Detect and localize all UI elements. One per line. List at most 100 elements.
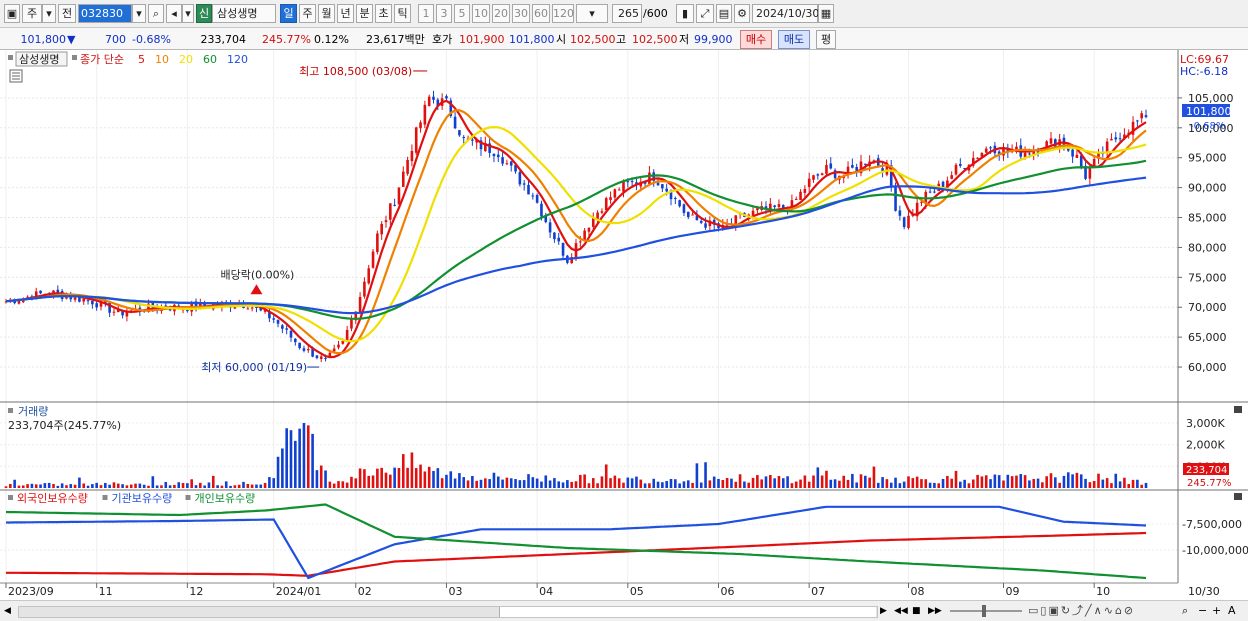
rewind-icon[interactable]: ◀◀	[894, 606, 908, 616]
count-dropdown[interactable]: ▾	[576, 4, 608, 23]
window-icon[interactable]: ▣	[4, 4, 20, 23]
volume-bar	[963, 479, 966, 488]
scroll-left-icon[interactable]: ◀	[4, 606, 11, 616]
scrollbar-thumb[interactable]	[499, 607, 876, 617]
stop-icon[interactable]: ■	[912, 606, 921, 616]
interval-tab-3[interactable]: 10	[472, 4, 490, 23]
eval-button[interactable]: 평	[816, 30, 836, 49]
candle	[959, 163, 962, 166]
zoom-slider-handle[interactable]	[982, 605, 986, 617]
dividend-marker-icon	[250, 284, 263, 295]
candle	[963, 168, 966, 170]
candle	[255, 307, 258, 309]
count-input[interactable]: 265	[612, 4, 642, 23]
volume-bar	[281, 448, 284, 488]
turnover-pct: 0.12%	[314, 33, 349, 46]
fast-forward-icon[interactable]: ▶▶	[928, 606, 942, 616]
volume-bar	[216, 485, 219, 488]
candle	[643, 181, 647, 184]
candle	[846, 166, 850, 175]
gear-icon[interactable]: ⚙	[734, 4, 750, 23]
chart-type-icon[interactable]: ▮	[676, 4, 694, 23]
period-tab-5[interactable]: 초	[375, 4, 392, 23]
interval-tab-7[interactable]: 120	[552, 4, 574, 23]
candle	[432, 96, 435, 100]
x-label-12: 10	[1096, 585, 1110, 598]
candle	[851, 165, 854, 168]
period-select[interactable]: 주	[22, 4, 42, 23]
holdings-panel-close-icon[interactable]	[1234, 493, 1242, 500]
calendar-icon[interactable]: ▦	[818, 4, 834, 23]
volume-bar	[1105, 478, 1109, 488]
candle	[4, 301, 8, 303]
volume-bar	[1006, 474, 1010, 488]
candle	[613, 189, 617, 198]
interval-tab-2[interactable]: 5	[454, 4, 470, 23]
price-tick-9: 60,000	[1188, 361, 1227, 374]
volume-bar	[587, 483, 591, 488]
search-icon[interactable]: ⌕	[148, 4, 164, 23]
zoom-out-icon[interactable]: −	[1198, 604, 1208, 617]
period-tab-6[interactable]: 틱	[394, 4, 411, 23]
chevron-down-icon[interactable]: ▾	[42, 4, 56, 23]
volume-bar	[125, 485, 129, 488]
scroll-right-icon[interactable]: ▶	[880, 606, 887, 616]
interval-tab-6[interactable]: 60	[532, 4, 550, 23]
volume-bar	[289, 430, 293, 488]
horizontal-scrollbar[interactable]	[18, 606, 878, 618]
stock-name-field[interactable]: 삼성생명	[212, 4, 276, 23]
prev-button[interactable]: 전	[58, 4, 76, 23]
zoom-icon[interactable]: ⌕	[1182, 604, 1189, 617]
code-dropdown-icon[interactable]: ▾	[132, 4, 146, 23]
candle	[505, 163, 509, 165]
stock-code-input[interactable]: 032830	[78, 4, 132, 23]
period-tab-0[interactable]: 일	[280, 4, 297, 23]
ask-price: 101,900	[459, 33, 505, 46]
zoom-slider[interactable]	[950, 605, 1022, 617]
volume-bar	[104, 482, 107, 488]
candle	[699, 221, 703, 223]
sell-button[interactable]: 매도	[778, 30, 810, 49]
buy-button[interactable]: 매수	[740, 30, 772, 49]
save-icon[interactable]: ▤	[716, 4, 732, 23]
interval-tab-4[interactable]: 20	[492, 4, 510, 23]
interval-tab-1[interactable]: 3	[436, 4, 452, 23]
candle	[617, 189, 621, 191]
volume-bar	[1110, 483, 1113, 488]
volume-bar	[194, 485, 198, 488]
candle	[997, 151, 1001, 155]
lc-label: LC:69.67	[1180, 53, 1229, 66]
period-tab-4[interactable]: 분	[356, 4, 373, 23]
period-tab-3[interactable]: 년	[337, 4, 354, 23]
volume-bar	[1058, 482, 1061, 488]
speaker-icon[interactable]: ◂	[166, 4, 182, 23]
ma-legend-120: 120	[227, 53, 248, 66]
volume-bar	[138, 483, 142, 488]
candle	[1032, 150, 1036, 155]
candle	[259, 307, 263, 311]
volume-bar	[864, 475, 867, 488]
interval-tab-5[interactable]: 30	[512, 4, 530, 23]
interval-tab-0[interactable]: 1	[418, 4, 434, 23]
period-tab-2[interactable]: 월	[318, 4, 335, 23]
candle	[855, 167, 858, 171]
volume-bar	[643, 483, 647, 488]
volume-bar	[717, 478, 720, 488]
candle	[367, 268, 371, 284]
volume-panel-close-icon[interactable]	[1234, 406, 1242, 413]
open-label: 시	[556, 33, 567, 46]
stock-chart[interactable]: 삼성생명 종가 단순 5 10 20 60 120 LC:69.67 HC:-6.18 …	[0, 50, 1248, 600]
drawing-tools-icons[interactable]: ▭▯▣↻⤴╱∧∿⌂⊘	[1028, 604, 1136, 617]
speaker-dropdown-icon[interactable]: ▾	[182, 4, 194, 23]
draw-tool-icon[interactable]: ⤢	[696, 4, 714, 23]
volume-bar	[324, 470, 327, 488]
holdings-line-1	[6, 505, 1147, 580]
volume-bar	[984, 475, 988, 488]
volume-bar	[190, 479, 193, 488]
candle	[769, 203, 772, 211]
zoom-in-icon[interactable]: +	[1212, 604, 1222, 617]
date-input[interactable]: 2024/10/30	[752, 4, 819, 23]
volume-bar	[259, 484, 263, 488]
auto-scale-icon[interactable]: A	[1228, 604, 1236, 617]
period-tab-1[interactable]: 주	[299, 4, 316, 23]
